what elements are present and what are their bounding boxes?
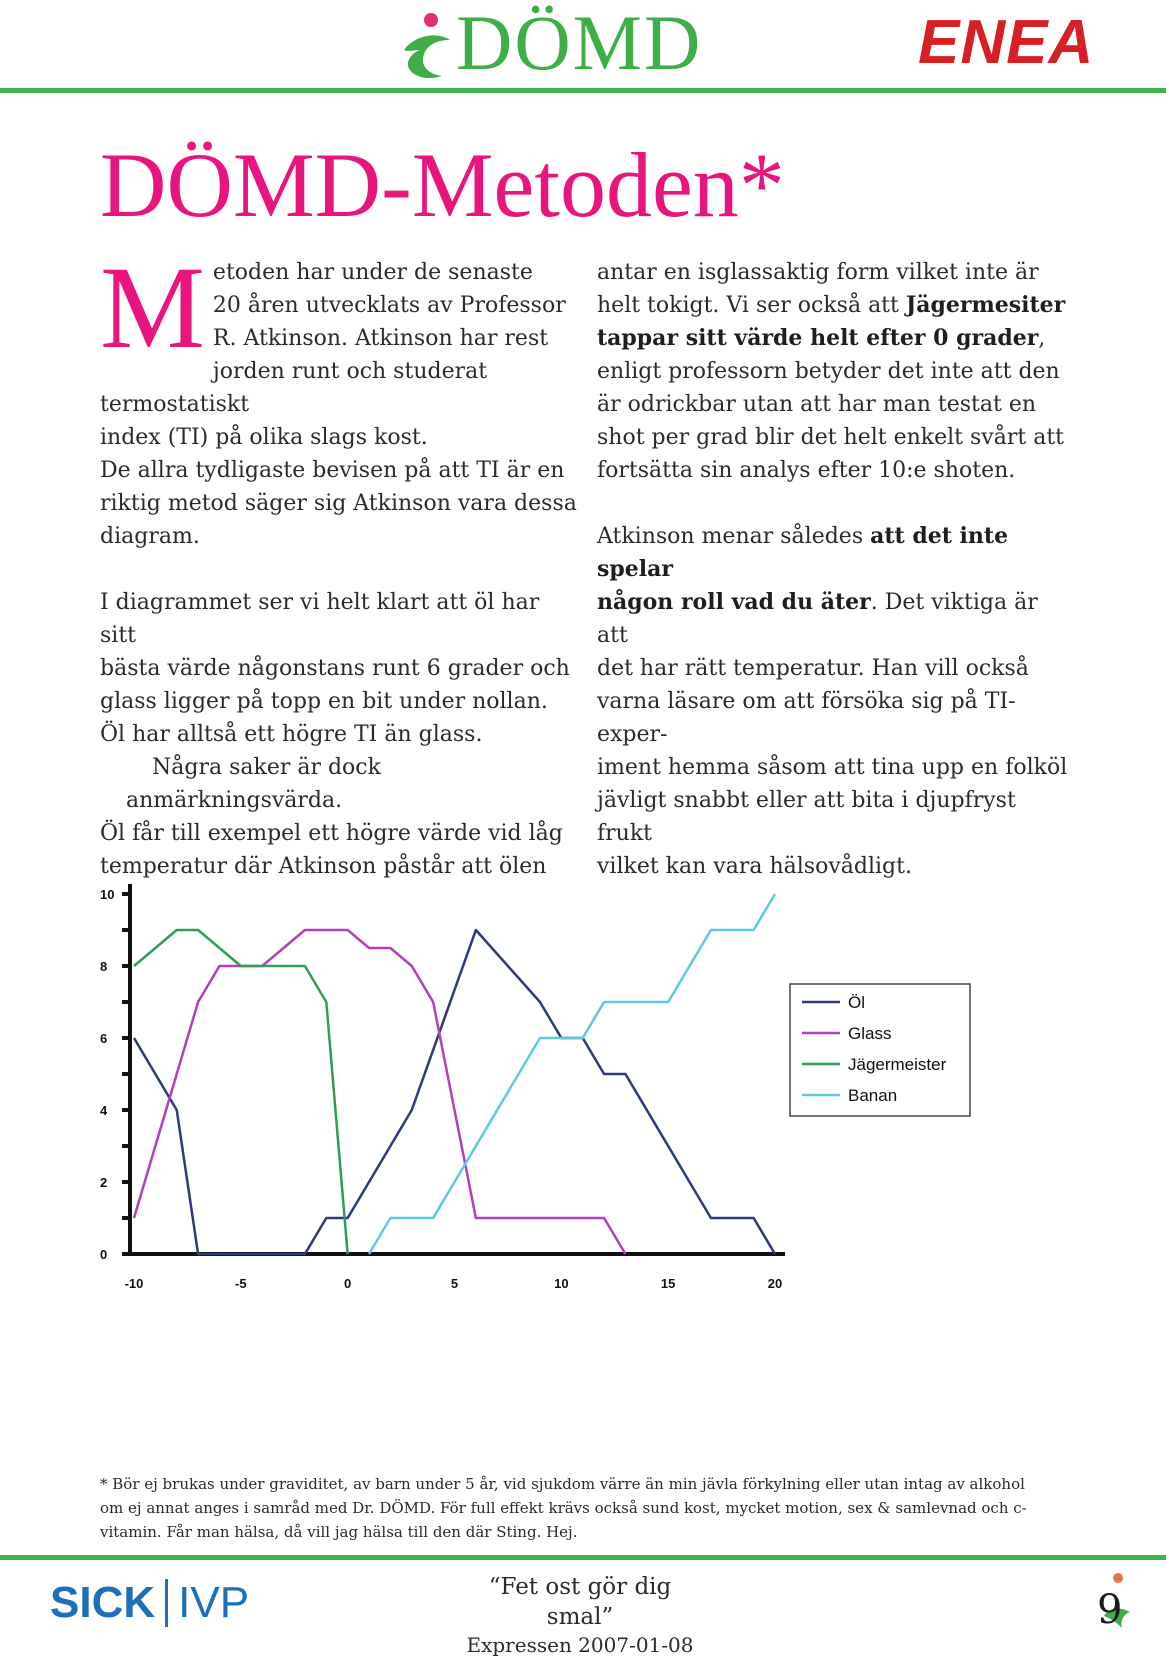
footer-quote: “Fet ost gör dig smal” Expressen 2007-01… [460,1572,700,1658]
text-line: bästa värde någonstans runt 6 grader och [100,656,570,681]
left-paragraph-1: etoden har under de senaste 20 åren utve… [100,256,578,553]
left-column: M etoden har under de senaste 20 åren ut… [100,242,578,883]
text-line: vilket kan vara hälsovådligt. [597,854,912,879]
y-tick-label: 4 [100,1103,108,1118]
x-tick-label: 5 [451,1276,458,1291]
text-line: jävligt snabbt eller att bita i djupfrys… [597,788,1016,846]
left-paragraph-2: I diagrammet ser vi helt klart att öl ha… [100,586,578,751]
text-line: 20 åren utvecklats av Professor [212,293,566,318]
legend-label: Jägermeister [848,1055,947,1074]
page-number: 9 [1097,1587,1123,1633]
text-line: enligt professorn betyder det inte att d… [597,359,1060,384]
sick-ivp-logo: SICK IVP [50,1578,249,1628]
legend-label: Glass [848,1024,891,1043]
domd-logo-text: DÖMD [456,0,703,86]
series-line-3 [367,893,777,1255]
text-line: helt tokigt. Vi ser också att [597,293,906,318]
y-tick-label: 10 [100,887,114,902]
text-line: iment hemma såsom att tina upp en folköl [597,755,1068,780]
text-line: antar en isglassaktig form vilket inte ä… [597,260,1039,285]
text-line: etoden har under de senaste [212,260,533,285]
right-paragraph-2: Atkinson menar således att det inte spel… [597,520,1075,883]
text-line: jorden runt och studerat termostatiskt [100,359,488,417]
ti-line-chart: 0 2 4 6 8 10 -10 -5 0 5 10 15 20 Öl Glass Jägermeister B… [100,884,971,1291]
x-tick-label: -5 [235,1276,247,1291]
x-tick-label: 10 [554,1276,568,1291]
x-tick-label: -10 [125,1276,144,1291]
y-tick-label: 0 [100,1247,107,1262]
runner-figure-icon [1104,1573,1130,1628]
text-line: R. Atkinson. Atkinson har rest [212,326,549,351]
domd-logo: DÖMD [398,2,702,82]
green-figure-icon [404,13,450,79]
right-column: antar en isglassaktig form vilket inte ä… [597,256,1075,883]
series-line-1 [132,928,627,1255]
text-line: Några saker är dock anmärkningsvärda. [126,755,381,813]
series-line-0 [132,928,777,1256]
x-tick-label: 15 [661,1276,675,1291]
text-line: det har rätt temperatur. Han vill också [597,656,1029,681]
y-tick-label: 6 [100,1031,107,1046]
enea-logo: ENEA [918,8,1095,77]
text-line: diagram. [100,524,200,549]
footnote: * Bör ej brukas under graviditet, av bar… [100,1475,1027,1541]
bold-text: att det inte spelar [597,523,1009,582]
right-paragraph-1: antar en isglassaktig form vilket inte ä… [597,256,1075,487]
y-tick-label: 8 [100,959,107,974]
text-line: index (TI) på olika slags kost. [100,425,428,450]
bold-text: tappar sitt värde helt efter 0 grader [597,325,1039,351]
text-line: Öl har alltså ett högre TI än glass. [100,722,483,747]
quote-text: “Fet ost gör dig smal” [488,1574,672,1630]
x-tick-label: 20 [768,1276,782,1291]
left-paragraph-3: Några saker är dock anmärkningsvärda. Öl… [100,751,578,883]
ivp-logo-text: IVP [178,1578,250,1627]
header-rule [0,88,1166,93]
text-line: De allra tydligaste bevisen på att TI är… [100,458,565,483]
page-title: DÖMD-Metoden* [100,134,785,236]
bold-text: någon roll vad du äter [597,589,871,615]
series-line-2 [133,928,349,1255]
footer-rule [0,1555,1166,1560]
logo-divider [165,1579,169,1627]
x-tick-label: 0 [344,1276,351,1291]
quote-source: Expressen 2007-01-08 [466,1633,694,1657]
text-line: shot per grad blir det helt enkelt svårt… [597,425,1064,450]
text-line: I diagrammet ser vi helt klart att öl ha… [100,590,540,648]
drop-cap: M [100,242,205,373]
text-line: är odrickbar utan att har man testat en [597,392,1037,417]
legend-label: Banan [848,1086,897,1105]
text-line: . Det viktiga är att [597,590,1038,648]
sick-logo-text: SICK [50,1578,156,1627]
y-tick-label: 2 [100,1175,107,1190]
text-line: , [1038,326,1046,351]
legend-label: Öl [848,993,865,1012]
text-line: fortsätta sin analys efter 10:e shoten. [597,458,1016,483]
text-line: glass ligger på topp en bit under nollan… [100,689,548,714]
text-line: riktig metod säger sig Atkinson vara des… [100,491,577,516]
text-line: Öl får till exempel ett högre värde vid … [100,821,563,846]
text-line: varna läsare om att försöka sig på TI-ex… [597,689,1016,747]
bold-text: Jägermesiter [905,292,1066,318]
text-line: temperatur där Atkinson påstår att ölen [100,854,547,879]
text-line: Atkinson menar således [597,524,871,549]
